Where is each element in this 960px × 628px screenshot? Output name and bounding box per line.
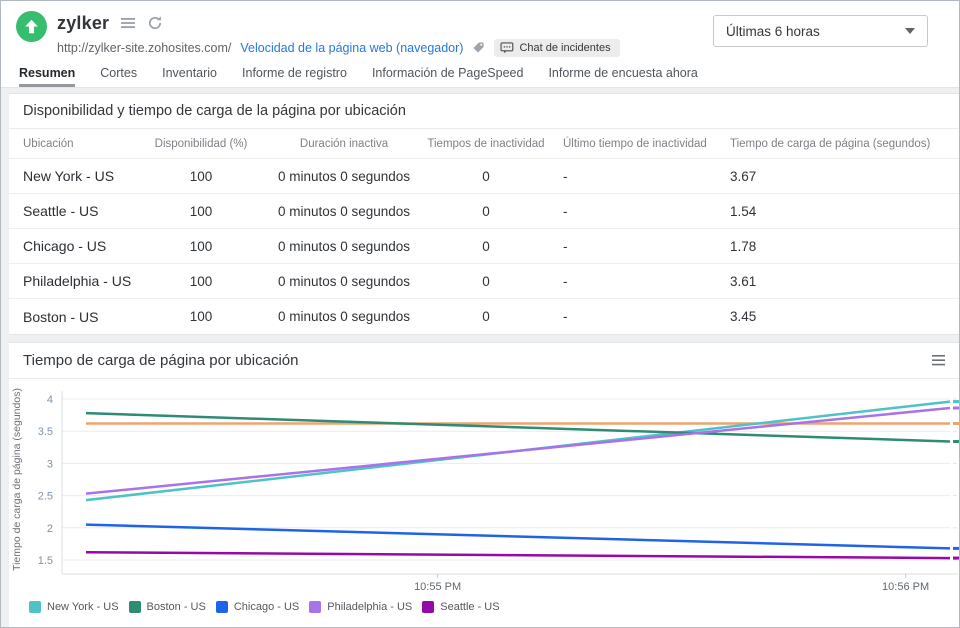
- legend-item-new-york[interactable]: New York - US: [29, 601, 119, 613]
- tab-cortes[interactable]: Cortes: [100, 66, 138, 80]
- downtime-duration: 0 minutos 0 segundos: [277, 203, 411, 219]
- col-ubicacion: Ubicación: [23, 137, 74, 150]
- col-tiempo-carga: Tiempo de carga de página (segundos): [730, 137, 931, 150]
- legend-item-philadelphia[interactable]: Philadelphia - US: [309, 601, 412, 613]
- page-load-chart[interactable]: 1.5 2 2.5 3 3.5 4 10:55 PM 10:56 PM Tiempo de ca…: [9, 381, 959, 597]
- downtime-duration: 0 minutos 0 segundos: [277, 238, 411, 254]
- downtime-count: 0: [482, 238, 490, 254]
- chart-legend: New York - US Boston - US Chicago - US P…: [29, 601, 959, 613]
- svg-text:4: 4: [47, 394, 53, 406]
- chart-section-title: Tiempo de carga de página por ubicación: [23, 352, 299, 369]
- chat-icon: [500, 41, 514, 53]
- monitor-type-link[interactable]: Velocidad de la página web (navegador): [240, 40, 464, 55]
- tag-icon[interactable]: [472, 41, 485, 54]
- monitor-status-up-icon: [16, 11, 47, 42]
- monitor-menu-icon[interactable]: [120, 16, 136, 30]
- legend-item-boston[interactable]: Boston - US: [128, 601, 206, 613]
- tab-inventario[interactable]: Inventario: [162, 66, 218, 80]
- caret-down-icon: [905, 28, 915, 34]
- time-range-dropdown[interactable]: Últimas 6 horas: [713, 15, 928, 47]
- page-load-time: 1.54: [730, 203, 757, 219]
- col-disponibilidad: Disponibilidad (%): [154, 137, 248, 150]
- svg-text:Tiempo de carga de página (seg: Tiempo de carga de página (segundos): [11, 388, 23, 571]
- page-load-time: 3.45: [730, 309, 757, 324]
- downtime-count: 0: [482, 273, 490, 289]
- svg-text:3.5: 3.5: [38, 426, 53, 438]
- col-ultimo-tiempo: Último tiempo de inactividad: [563, 137, 707, 150]
- downtime-duration: 0 minutos 0 segundos: [277, 168, 411, 184]
- svg-text:2: 2: [47, 523, 53, 535]
- table-row: Philadelphia - US 100 0 minutos 0 segund…: [9, 264, 959, 299]
- monitor-header: zylker http://zylker-site.zohosites.com/…: [1, 1, 959, 88]
- location-cell: Boston - US: [23, 308, 99, 325]
- col-tiempos: Tiempos de inactividad: [427, 137, 545, 150]
- last-downtime: -: [563, 273, 568, 289]
- table-header-row: Ubicación Disponibilidad (%) Duración in…: [9, 129, 959, 159]
- availability-cell: 100: [189, 309, 213, 324]
- svg-text:3: 3: [47, 458, 53, 470]
- incident-chat-chip[interactable]: Chat de incidentes: [494, 38, 620, 57]
- legend-label: Seattle - US: [440, 601, 500, 613]
- page-load-time: 3.61: [730, 273, 757, 289]
- legend-swatch: [422, 601, 435, 613]
- location-cell: Philadelphia - US: [23, 273, 132, 289]
- tab-informe-encuesta[interactable]: Informe de encuesta ahora: [548, 66, 698, 80]
- legend-label: New York - US: [47, 601, 119, 613]
- svg-text:10:56 PM: 10:56 PM: [882, 581, 929, 593]
- page-load-time: 3.67: [730, 168, 757, 184]
- availability-cell: 100: [189, 273, 213, 289]
- tab-info-pagespeed[interactable]: Información de PageSpeed: [371, 66, 524, 80]
- downtime-duration: 0 minutos 0 segundos: [277, 273, 411, 289]
- legend-swatch: [215, 601, 228, 613]
- table-row: Chicago - US 100 0 minutos 0 segundos 0 …: [9, 229, 959, 264]
- availability-cell: 100: [189, 168, 213, 184]
- table-row: Boston - US 100 0 minutos 0 segundos 0 -…: [9, 299, 959, 334]
- table-row: New York - US 100 0 minutos 0 segundos 0…: [9, 159, 959, 194]
- legend-item-chicago[interactable]: Chicago - US: [215, 601, 300, 613]
- tab-resumen[interactable]: Resumen: [19, 66, 76, 87]
- monitor-url: http://zylker-site.zohosites.com/: [57, 40, 232, 55]
- availability-table: Ubicación Disponibilidad (%) Duración in…: [9, 129, 959, 334]
- incident-chat-label: Chat de incidentes: [519, 41, 611, 54]
- legend-label: Boston - US: [146, 601, 206, 613]
- svg-text:10:55 PM: 10:55 PM: [414, 581, 461, 593]
- table-row: Seattle - US 100 0 minutos 0 segundos 0 …: [9, 194, 959, 229]
- legend-swatch: [29, 601, 41, 613]
- svg-text:1.5: 1.5: [38, 555, 53, 567]
- legend-label: Chicago - US: [233, 601, 300, 613]
- downtime-count: 0: [482, 203, 490, 219]
- availability-cell: 100: [189, 203, 213, 219]
- svg-text:2.5: 2.5: [38, 491, 53, 503]
- col-duracion: Duración inactiva: [299, 137, 389, 150]
- legend-label: Philadelphia - US: [327, 601, 413, 613]
- downtime-count: 0: [482, 168, 490, 184]
- last-downtime: -: [563, 203, 568, 219]
- time-range-value: Últimas 6 horas: [726, 23, 820, 39]
- chart-menu-icon[interactable]: [932, 355, 945, 366]
- legend-swatch: [128, 601, 141, 613]
- monitor-name: zylker: [57, 12, 110, 33]
- legend-swatch: [309, 601, 322, 613]
- location-cell: New York - US: [23, 168, 115, 184]
- monitor-tabs: Resumen Cortes Inventario Informe de reg…: [19, 66, 959, 87]
- availability-section: Disponibilidad y tiempo de carga de la p…: [9, 93, 959, 335]
- arrow-up-icon: [25, 19, 38, 34]
- tab-informe-registro[interactable]: Informe de registro: [242, 66, 347, 80]
- availability-section-title: Disponibilidad y tiempo de carga de la p…: [9, 94, 959, 129]
- refresh-icon[interactable]: [147, 15, 163, 31]
- downtime-count: 0: [482, 309, 490, 324]
- page-load-chart-section: Tiempo de carga de página por ubicación …: [9, 342, 959, 627]
- last-downtime: -: [563, 168, 568, 184]
- page-load-time: 1.78: [730, 238, 757, 254]
- location-cell: Seattle - US: [23, 203, 99, 219]
- availability-cell: 100: [189, 238, 213, 254]
- last-downtime: -: [563, 238, 568, 254]
- location-cell: Chicago - US: [23, 238, 107, 254]
- legend-item-seattle[interactable]: Seattle - US: [422, 601, 500, 613]
- last-downtime: -: [563, 309, 568, 324]
- downtime-duration: 0 minutos 0 segundos: [277, 309, 411, 324]
